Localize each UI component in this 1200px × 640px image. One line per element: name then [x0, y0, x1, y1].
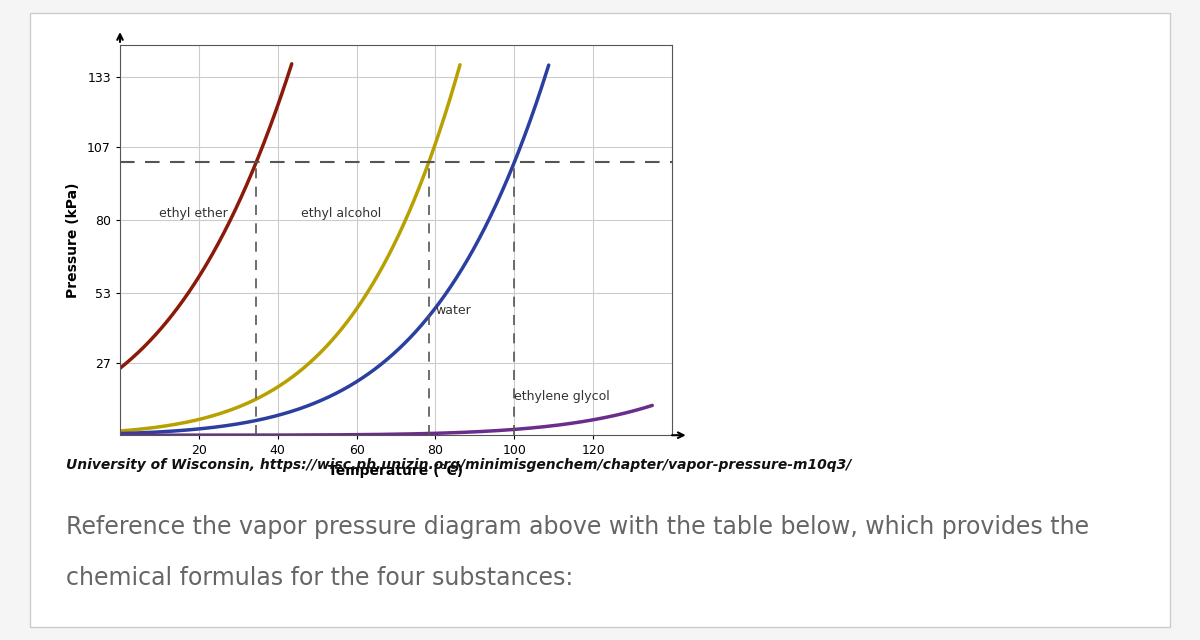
Text: University of Wisconsin, https://wisc.pb.unizin.org/minimisgenchem/chapter/vapor: University of Wisconsin, https://wisc.pb…: [66, 458, 851, 472]
Text: ethyl ether: ethyl ether: [160, 207, 228, 220]
Y-axis label: Pressure (kPa): Pressure (kPa): [66, 182, 80, 298]
Text: ethylene glycol: ethylene glycol: [515, 390, 610, 403]
Text: Reference the vapor pressure diagram above with the table below, which provides : Reference the vapor pressure diagram abo…: [66, 515, 1090, 539]
Text: ethyl alcohol: ethyl alcohol: [301, 207, 382, 220]
Text: water: water: [436, 304, 472, 317]
Text: chemical formulas for the four substances:: chemical formulas for the four substance…: [66, 566, 574, 590]
X-axis label: Temperature (°C): Temperature (°C): [329, 464, 463, 478]
